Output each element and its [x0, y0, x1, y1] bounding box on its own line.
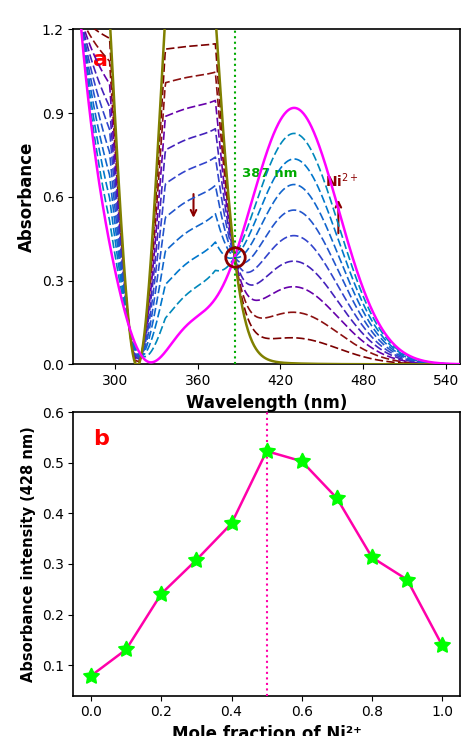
Text: a: a	[93, 49, 108, 69]
Y-axis label: Absorbance: Absorbance	[18, 142, 36, 252]
X-axis label: Mole fraction of Ni²⁺: Mole fraction of Ni²⁺	[172, 725, 362, 736]
X-axis label: Wavelength (nm): Wavelength (nm)	[186, 394, 347, 411]
Text: b: b	[93, 429, 109, 449]
Y-axis label: Absorbance intensity (428 nm): Absorbance intensity (428 nm)	[21, 426, 36, 682]
Text: 387 nm: 387 nm	[242, 167, 297, 180]
Text: Ni$^{2+}$: Ni$^{2+}$	[325, 171, 358, 190]
